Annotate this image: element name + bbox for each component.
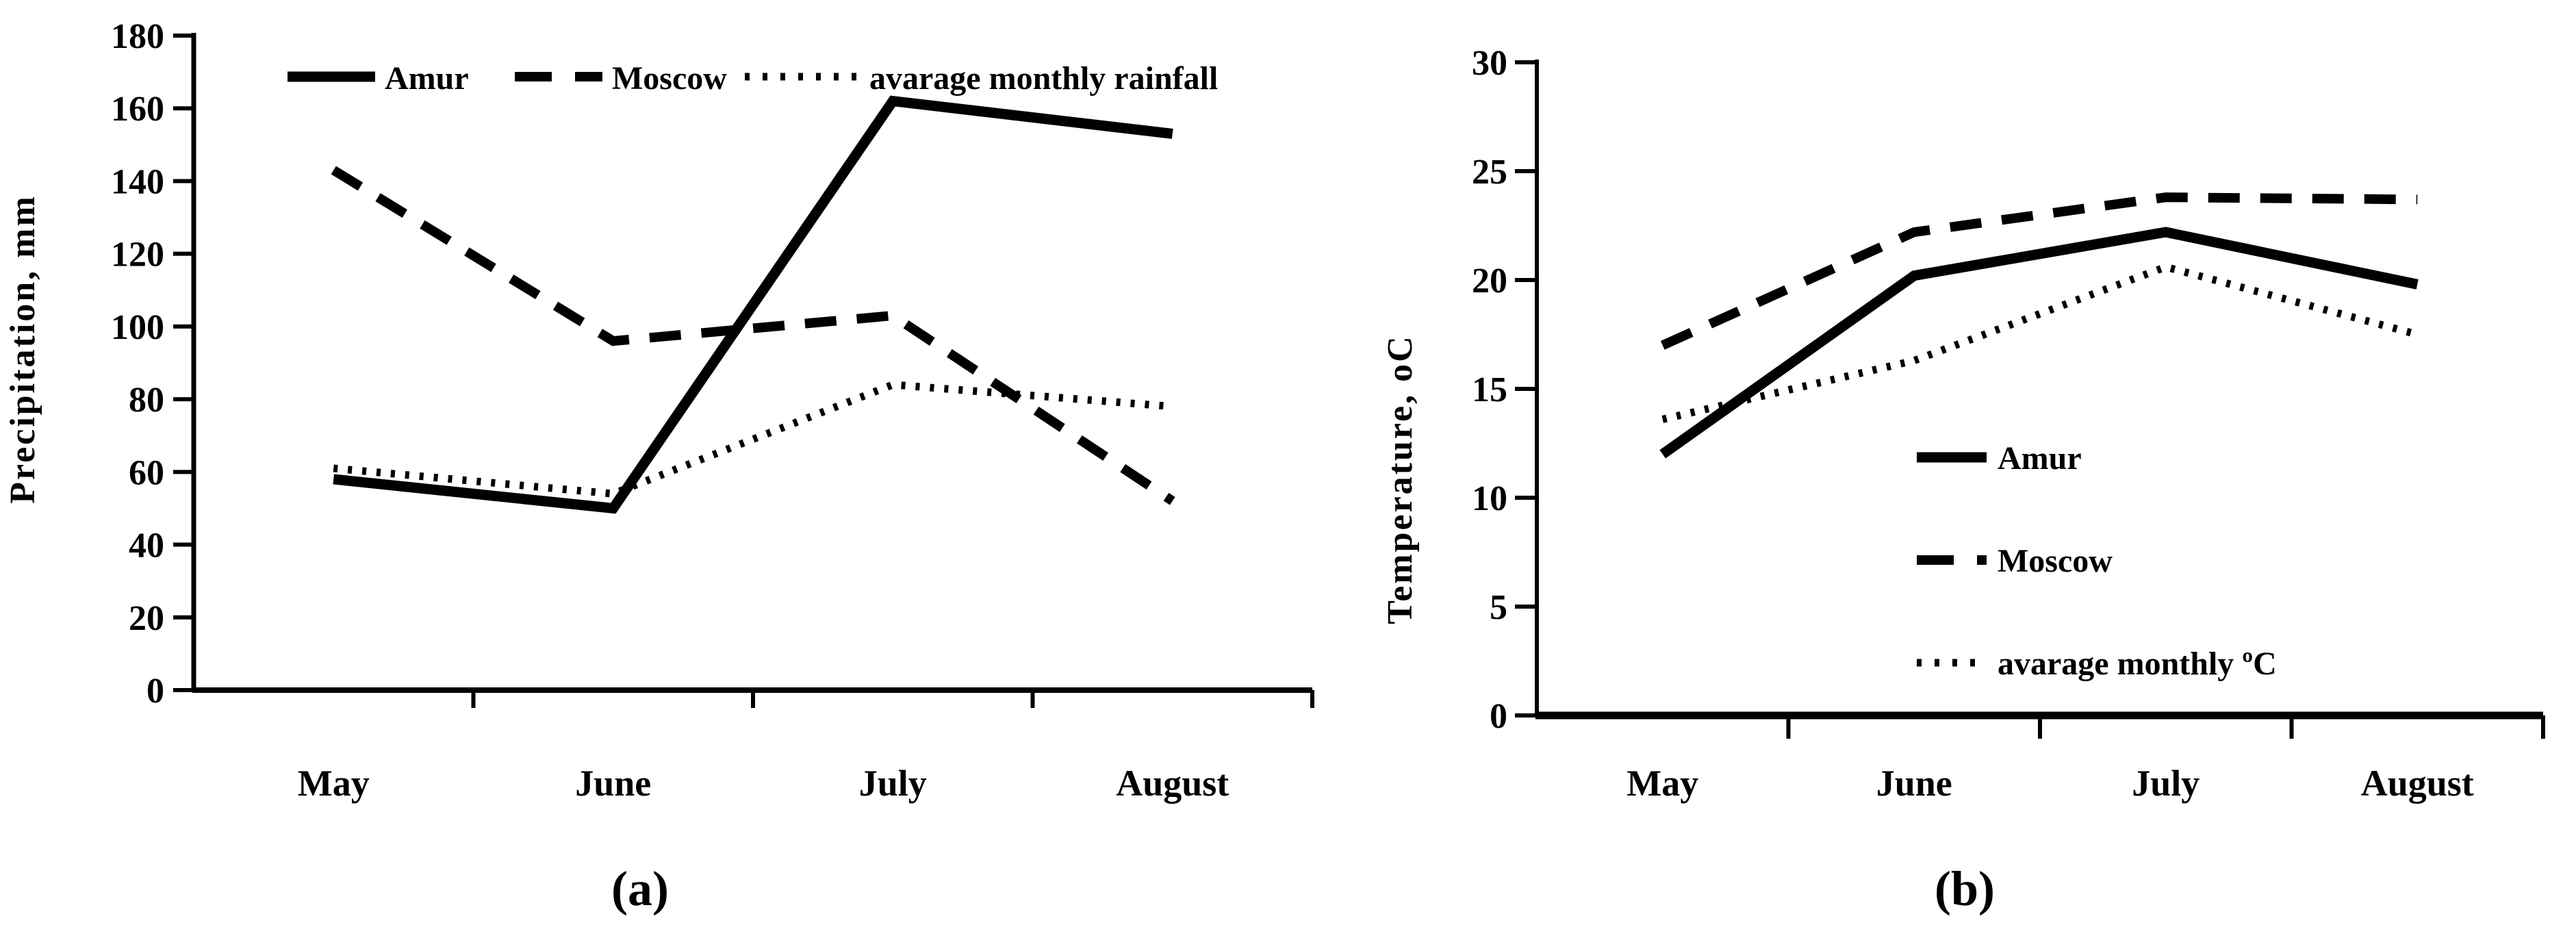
series-line-moscow xyxy=(1660,192,2418,350)
chart-a-canvas: 0 20 40 60 80 100 120 140 160 180 May June July Augus… xyxy=(3,17,1314,916)
x-category-label: August xyxy=(1116,763,1229,804)
y-tick-label: 140 xyxy=(111,162,164,201)
series-line-avarage-monthly-rainfall xyxy=(333,381,1173,498)
y-tick-label: 20 xyxy=(1472,262,1507,301)
y-tick-label: 15 xyxy=(1472,370,1507,409)
legend-label-moscow: Moscow xyxy=(612,60,727,97)
legend-label-avarage-monthly-c: avarage monthly ºC xyxy=(1998,646,2277,682)
legend-label-amur: Amur xyxy=(385,60,469,97)
y-tick-label: 0 xyxy=(1490,697,1507,736)
y-tick-label: 0 xyxy=(146,672,164,711)
series-line-moscow xyxy=(331,166,1175,505)
x-category-label: June xyxy=(575,763,651,804)
y-tick-label: 180 xyxy=(111,17,164,56)
x-category-label: July xyxy=(2132,763,2199,804)
y-tick-label: 25 xyxy=(1472,153,1507,192)
legend-label-amur: Amur xyxy=(1998,440,2082,477)
y-tick-label: 5 xyxy=(1490,588,1507,627)
y-tick-label: 60 xyxy=(129,453,164,492)
x-category-label: June xyxy=(1876,763,1952,804)
y-tick-label: 80 xyxy=(129,381,164,420)
y-tick-label: 20 xyxy=(129,599,164,638)
y-tick-label: 100 xyxy=(111,308,164,347)
legend-label-avarage-monthly-rainfall: avarage monthly rainfall xyxy=(869,60,1218,97)
panel-b: 0 5 10 15 20 25 30 May June July August Temperature… xyxy=(1335,0,2576,927)
chart-b-canvas: 0 5 10 15 20 25 30 May June July August Temperature… xyxy=(1335,0,2576,927)
y-tick-label: 120 xyxy=(111,236,164,275)
y-tick-label: 160 xyxy=(111,90,164,129)
panel-a: 0 20 40 60 80 100 120 140 160 180 May June July Augus… xyxy=(3,17,1314,916)
y-axis-title: Precipitation, mm xyxy=(3,194,42,504)
x-category-label: August xyxy=(2361,763,2474,804)
y-axis-title: Temperature, oC xyxy=(1381,334,1420,624)
series-line-amur xyxy=(1659,227,2419,459)
x-category-label: July xyxy=(859,763,927,804)
x-category-label: May xyxy=(298,763,370,804)
y-tick-label: 30 xyxy=(1472,44,1507,83)
y-tick-label: 10 xyxy=(1472,479,1507,518)
panel-label: (b) xyxy=(1935,861,1995,916)
x-category-label: May xyxy=(1627,763,1698,804)
panel-label: (a) xyxy=(611,861,669,916)
y-tick-label: 40 xyxy=(129,526,164,566)
legend-label-moscow: Moscow xyxy=(1998,543,2113,579)
series-line-amur xyxy=(333,95,1173,514)
